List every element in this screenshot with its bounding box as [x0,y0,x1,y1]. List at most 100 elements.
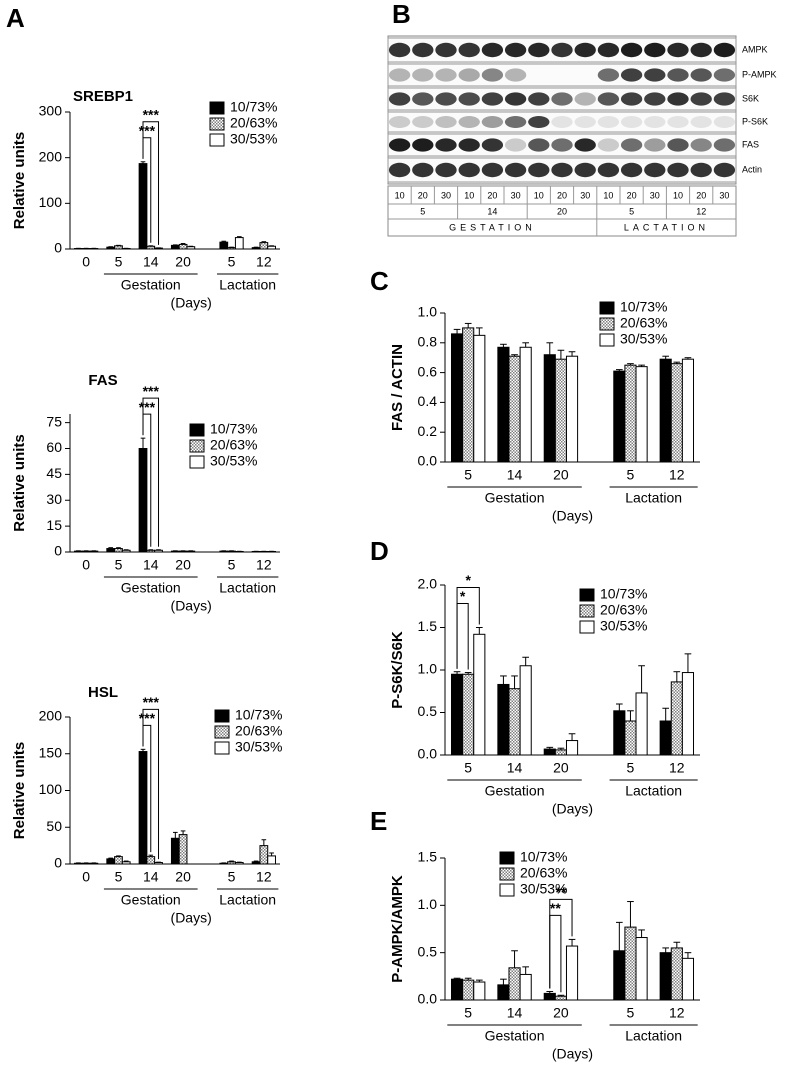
blot-band [435,92,457,106]
bar [681,358,695,463]
error-bar [511,354,518,357]
bar [219,241,229,250]
blot-band [504,138,527,152]
bar [635,692,648,756]
bar [178,243,188,250]
x-tick-label: 5 [115,869,123,885]
y-tick-label: 0.0 [418,453,438,469]
error-bar [615,703,623,711]
legend-swatch [499,867,515,881]
x-tick-label: 5 [627,467,635,483]
legend-swatch [189,439,205,453]
error-bar [180,243,186,245]
blot-band [458,162,480,178]
error-bar [475,979,483,983]
legend-swatch [579,620,595,634]
blot-band [644,42,666,58]
x-tick-label: 12 [669,467,685,483]
blot-band [388,116,411,128]
blot-band [412,138,434,152]
blot-band [481,92,504,106]
x-tick-label: 5 [464,760,472,776]
blot-band [504,92,527,106]
blot-band [667,68,689,82]
y-axis-label: Relative units [11,742,28,840]
panel-label: A [6,3,25,33]
bar [170,244,180,250]
bar [154,549,163,553]
group-label: Gestation [121,580,181,596]
error-bar [627,710,634,721]
blot-band [620,162,643,178]
legend-swatch [499,883,515,897]
bar [543,354,556,463]
error-bar [108,547,114,549]
legend-label: 20/63% [620,315,667,331]
y-tick-label: 15 [46,517,62,533]
y-tick-label: 75 [46,413,62,429]
error-bar [475,327,483,336]
bar [624,926,637,1001]
error-bar [662,355,670,360]
bar [170,837,180,865]
protein-label: P-AMPK [742,69,777,79]
legend-label: 20/63% [210,437,257,453]
blot-band [597,68,620,82]
blot-band [481,68,504,82]
x-tick-label: 5 [228,557,236,573]
bar [508,355,521,463]
bar [146,549,156,553]
error-bar [116,855,121,857]
legend-swatch [209,101,225,115]
blot-band [574,162,596,178]
x-tick-label: 12 [256,869,272,885]
legend-swatch [214,709,230,723]
error-bar [180,830,186,835]
blot-band [574,92,596,106]
blot-band [504,42,527,58]
y-tick-label: 1.0 [418,661,438,677]
bar [106,548,116,553]
blot-band [458,138,480,152]
x-tick-label: 5 [115,254,123,270]
phase-label: GESTATION [449,222,536,232]
error-bar [673,361,681,364]
lane-dose: 30 [719,190,729,200]
bar [251,861,261,865]
error-bar [511,675,518,689]
y-tick-label: 0.4 [418,393,438,409]
y-tick-label: 100 [39,194,63,210]
bar [554,995,567,1001]
error-bar [684,653,692,673]
x-tick-label: 5 [228,869,236,885]
lane-dose: 30 [650,190,660,200]
blot-band [644,162,666,178]
protein-label: P-S6K [742,116,768,126]
y-tick-label: 50 [46,818,62,834]
legend-swatch [189,423,205,437]
x-tick-label: 5 [627,760,635,776]
blot-band [597,162,620,178]
error-bar [453,328,461,334]
significance-bracket [142,708,160,860]
bar [565,945,579,1001]
blot-band [388,138,411,152]
blot-band [435,42,457,58]
y-tick-label: 1.0 [418,896,438,912]
legend-label: 20/63% [600,602,647,618]
error-bar [638,665,645,693]
bar [178,834,188,865]
blot-band [667,116,689,128]
legend-label: 10/73% [520,849,567,865]
bar [450,333,464,463]
y-tick-label: 30 [46,491,62,507]
blot-band [644,92,666,106]
bar [613,370,626,463]
blot-row [387,111,737,133]
error-bar [500,978,507,985]
bar [473,334,486,463]
protein-label: FAS [742,139,759,149]
blot-band [412,116,434,128]
y-tick-label: 1.5 [418,849,438,865]
